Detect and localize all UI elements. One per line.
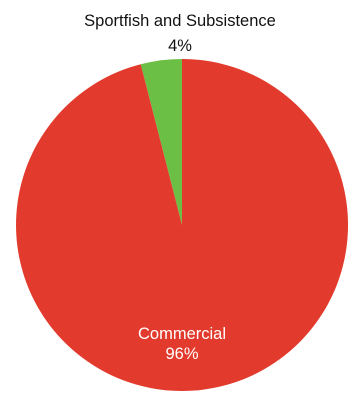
pie-slice-sportfish-and-subsistence — [140, 59, 182, 225]
slice-label-sportfish-and-subsistence: Sportfish and Subsistence — [84, 12, 276, 30]
slice-value-sportfish-and-subsistence: 4% — [168, 37, 192, 55]
slice-value-commercial: 96% — [165, 345, 198, 363]
slice-label-commercial: Commercial — [138, 325, 226, 343]
pie-slices — [16, 59, 349, 391]
pie-slice-commercial — [16, 59, 349, 391]
